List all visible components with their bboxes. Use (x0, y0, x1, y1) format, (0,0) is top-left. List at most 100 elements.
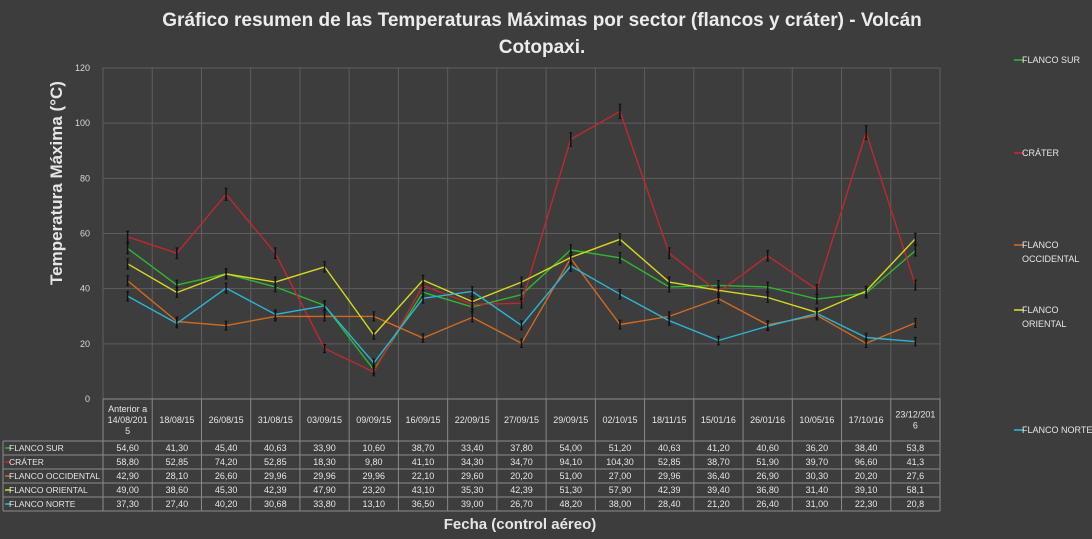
table-cell-value: 36,40 (707, 471, 730, 481)
y-tick-label: 60 (80, 229, 90, 239)
x-category-label: 17/10/16 (849, 415, 884, 425)
legend-label: CRÁTER (1022, 148, 1060, 158)
x-category-label: 23/12/201 (895, 410, 935, 420)
legend-label: ORIENTAL (1022, 319, 1066, 329)
table-cell-value: 51,20 (609, 443, 632, 453)
table-cell-value: 29,96 (363, 471, 386, 481)
table-cell-value: 38,60 (166, 485, 189, 495)
x-category-label: 6 (913, 421, 918, 431)
table-row-name: FLANCO NORTE (9, 499, 76, 509)
table-cell-value: 58,80 (116, 457, 139, 467)
table-cell-value: 27,00 (609, 471, 632, 481)
table-cell-value: 38,70 (707, 457, 730, 467)
series-lines (126, 103, 917, 377)
table-cell-value: 35,30 (461, 485, 484, 495)
table-cell-value: 52,85 (264, 457, 287, 467)
table-cell-value: 33,40 (461, 443, 484, 453)
table-cell-value: 54,60 (116, 443, 139, 453)
x-category-label: 02/10/15 (602, 415, 637, 425)
table-cell-value: 53,8 (907, 443, 925, 453)
table-cell-value: 42,90 (116, 471, 139, 481)
table-cell-value: 52,85 (166, 457, 189, 467)
y-tick-label: 80 (80, 173, 90, 183)
chart-title: Gráfico resumen de las Temperaturas Máxi… (162, 10, 922, 58)
table-cell-value: 42,39 (510, 485, 533, 495)
x-category-label: 29/09/15 (553, 415, 588, 425)
table-cell-value: 45,30 (215, 485, 238, 495)
table-cell-value: 38,00 (609, 499, 632, 509)
table-cell-value: 41,3 (907, 457, 925, 467)
series-line (127, 247, 916, 371)
table-cell-value: 20,8 (907, 499, 925, 509)
table-cell-value: 51,90 (756, 457, 779, 467)
x-category-label: 10/05/16 (799, 415, 834, 425)
table-cell-value: 39,10 (855, 485, 878, 495)
table-cell-value: 40,63 (658, 443, 681, 453)
legend-label: FLANCO SUR (1022, 55, 1081, 65)
table-cell-value: 27,40 (166, 499, 189, 509)
x-category-label: 18/08/15 (159, 415, 194, 425)
table-cell-value: 22,30 (855, 499, 878, 509)
x-category-label: 31/08/15 (258, 415, 293, 425)
table-cell-value: 34,30 (461, 457, 484, 467)
legend-label: FLANCO (1022, 240, 1059, 250)
table-cell-value: 26,90 (756, 471, 779, 481)
x-category-label: 22/09/15 (455, 415, 490, 425)
table-cell-value: 74,20 (215, 457, 238, 467)
table-cell-value: 36,50 (412, 499, 435, 509)
table-cell-value: 23,20 (363, 485, 386, 495)
table-cell-value: 34,70 (510, 457, 533, 467)
series-line (127, 110, 917, 373)
legend: FLANCO SUR CRÁTER FLANCO OCCIDENTAL FLANCO OR… (1014, 55, 1092, 435)
table-cell-value: 41,30 (166, 443, 189, 453)
x-axis-label: Fecha (control aéreo) (444, 516, 597, 533)
table-row-name: FLANCO ORIENTAL (9, 485, 88, 495)
table-cell-value: 42,39 (658, 485, 681, 495)
x-category-label: 26/08/15 (209, 415, 244, 425)
y-tick-label: 0 (85, 394, 90, 404)
legend-label: FLANCO (1022, 305, 1059, 315)
y-tick-label: 40 (80, 284, 90, 294)
x-category-label: 5 (125, 426, 130, 436)
table-cell-value: 45,40 (215, 443, 238, 453)
table-cell-value: 47,90 (313, 485, 336, 495)
table-cell-value: 39,00 (461, 499, 484, 509)
table-cell-value: 29,96 (264, 471, 287, 481)
x-category-label: 09/09/15 (356, 415, 391, 425)
table-cell-value: 31,00 (806, 499, 829, 509)
x-category-label: 26/01/16 (750, 415, 785, 425)
x-category-label: 16/09/15 (406, 415, 441, 425)
table-cell-value: 57,90 (609, 485, 632, 495)
title-line: Gráfico resumen de las Temperaturas Máxi… (162, 10, 922, 31)
legend-label: FLANCO NORTE (1022, 425, 1092, 435)
table-cell-value: 10,60 (363, 443, 386, 453)
table-cell-value: 28,10 (166, 471, 189, 481)
table-cell-value: 51,00 (559, 471, 582, 481)
table-cell-value: 28,40 (658, 499, 681, 509)
table-cell-value: 26,60 (215, 471, 238, 481)
table-row-name: FLANCO SUR (9, 443, 64, 453)
y-axis-ticks: 0 20 40 60 80 100 120 (75, 63, 90, 404)
table-cell-value: 27,6 (907, 471, 925, 481)
table-row-name: CRÁTER (9, 457, 44, 467)
x-category-label: 14/08/201 (108, 415, 148, 425)
table-cell-value: 29,60 (461, 471, 484, 481)
table-cell-value: 9,80 (365, 457, 383, 467)
y-tick-label: 120 (75, 63, 90, 73)
table-cell-value: 26,40 (756, 499, 779, 509)
table-cell-value: 104,30 (606, 457, 634, 467)
table-cell-value: 30,30 (806, 471, 829, 481)
y-axis-label: Temperatura Máxima (°C) (47, 81, 66, 285)
table-cell-value: 38,70 (412, 443, 435, 453)
y-tick-label: 20 (80, 339, 90, 349)
table-cell-value: 26,70 (510, 499, 533, 509)
x-category-label: 15/01/16 (701, 415, 736, 425)
table-cell-value: 29,96 (313, 471, 336, 481)
table-cell-value: 48,20 (559, 499, 582, 509)
table-cell-value: 38,40 (855, 443, 878, 453)
table-cell-value: 41,10 (412, 457, 435, 467)
table-cell-value: 18,30 (313, 457, 336, 467)
table-cell-value: 30,68 (264, 499, 287, 509)
table-cell-value: 29,96 (658, 471, 681, 481)
